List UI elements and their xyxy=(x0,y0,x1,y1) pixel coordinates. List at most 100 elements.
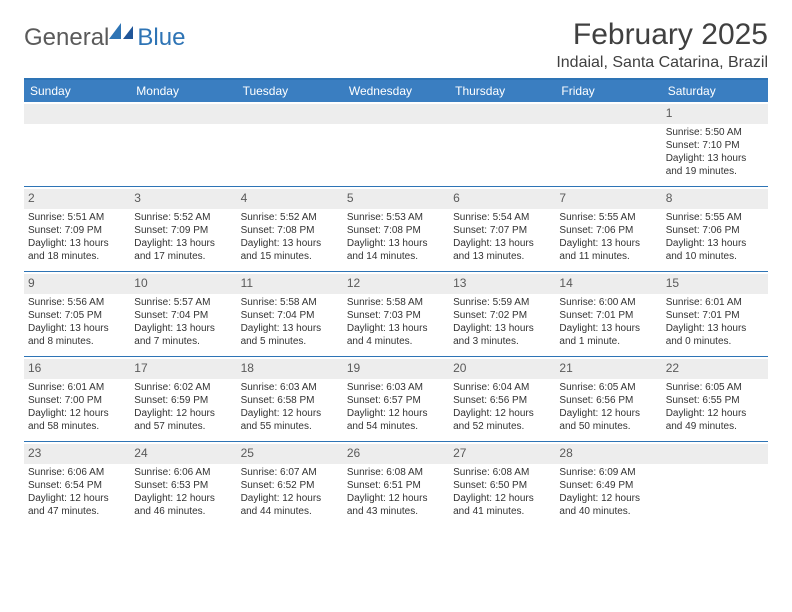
sunrise-text: Sunrise: 6:01 AM xyxy=(666,296,764,309)
sunset-text: Sunset: 6:56 PM xyxy=(453,394,551,407)
sunrise-text: Sunrise: 6:06 AM xyxy=(134,466,232,479)
day-number: 28 xyxy=(559,446,572,460)
sunset-text: Sunset: 6:52 PM xyxy=(241,479,339,492)
day-number: 21 xyxy=(559,361,572,375)
daynum-row: 19 xyxy=(343,359,449,379)
day-number: 13 xyxy=(453,276,466,290)
week-row: 9Sunrise: 5:56 AMSunset: 7:05 PMDaylight… xyxy=(24,272,768,357)
weekday-header: Thursday xyxy=(449,80,555,102)
daynum-row: 20 xyxy=(449,359,555,379)
day-cell: 27Sunrise: 6:08 AMSunset: 6:50 PMDayligh… xyxy=(449,442,555,526)
sunset-text: Sunset: 6:55 PM xyxy=(666,394,764,407)
sunrise-text: Sunrise: 5:58 AM xyxy=(241,296,339,309)
day-number: 2 xyxy=(28,191,35,205)
day1-text: Daylight: 12 hours xyxy=(347,492,445,505)
day-cell xyxy=(555,102,661,186)
sunrise-text: Sunrise: 5:50 AM xyxy=(666,126,764,139)
day-cell: 21Sunrise: 6:05 AMSunset: 6:56 PMDayligh… xyxy=(555,357,661,441)
sunset-text: Sunset: 7:05 PM xyxy=(28,309,126,322)
daynum-row: 8 xyxy=(662,189,768,209)
day-cell xyxy=(237,102,343,186)
sunset-text: Sunset: 6:49 PM xyxy=(559,479,657,492)
day-number xyxy=(559,106,562,120)
sunrise-text: Sunrise: 5:52 AM xyxy=(241,211,339,224)
sunrise-text: Sunrise: 5:53 AM xyxy=(347,211,445,224)
sunset-text: Sunset: 7:08 PM xyxy=(347,224,445,237)
sunset-text: Sunset: 7:10 PM xyxy=(666,139,764,152)
daynum-row xyxy=(130,104,236,124)
day-cell: 6Sunrise: 5:54 AMSunset: 7:07 PMDaylight… xyxy=(449,187,555,271)
calendar-page: General Blue February 2025 Indaial, Sant… xyxy=(0,0,792,544)
day-number: 9 xyxy=(28,276,35,290)
sunrise-text: Sunrise: 6:09 AM xyxy=(559,466,657,479)
day-cell xyxy=(662,442,768,526)
sunset-text: Sunset: 6:57 PM xyxy=(347,394,445,407)
day1-text: Daylight: 13 hours xyxy=(666,152,764,165)
day-cell: 20Sunrise: 6:04 AMSunset: 6:56 PMDayligh… xyxy=(449,357,555,441)
sunset-text: Sunset: 7:03 PM xyxy=(347,309,445,322)
sunrise-text: Sunrise: 6:04 AM xyxy=(453,381,551,394)
day-cell: 25Sunrise: 6:07 AMSunset: 6:52 PMDayligh… xyxy=(237,442,343,526)
sunrise-text: Sunrise: 6:00 AM xyxy=(559,296,657,309)
day1-text: Daylight: 13 hours xyxy=(347,237,445,250)
sunrise-text: Sunrise: 6:05 AM xyxy=(666,381,764,394)
day2-text: and 58 minutes. xyxy=(28,420,126,433)
day1-text: Daylight: 13 hours xyxy=(28,322,126,335)
day-number xyxy=(134,106,137,120)
day2-text: and 14 minutes. xyxy=(347,250,445,263)
sunrise-text: Sunrise: 6:05 AM xyxy=(559,381,657,394)
daynum-row: 2 xyxy=(24,189,130,209)
day-cell: 12Sunrise: 5:58 AMSunset: 7:03 PMDayligh… xyxy=(343,272,449,356)
day-number: 11 xyxy=(241,276,253,290)
day-cell: 8Sunrise: 5:55 AMSunset: 7:06 PMDaylight… xyxy=(662,187,768,271)
day2-text: and 15 minutes. xyxy=(241,250,339,263)
daynum-row: 7 xyxy=(555,189,661,209)
day1-text: Daylight: 13 hours xyxy=(241,322,339,335)
day2-text: and 17 minutes. xyxy=(134,250,232,263)
daynum-row: 25 xyxy=(237,444,343,464)
day-number xyxy=(241,106,244,120)
day-cell: 18Sunrise: 6:03 AMSunset: 6:58 PMDayligh… xyxy=(237,357,343,441)
day2-text: and 0 minutes. xyxy=(666,335,764,348)
day-number: 27 xyxy=(453,446,466,460)
weekday-header: Sunday xyxy=(24,80,130,102)
week-row: 1 Sunrise: 5:50 AMSunset: 7:10 PMDaylight… xyxy=(24,102,768,187)
day1-text: Daylight: 12 hours xyxy=(453,492,551,505)
day1-text: Daylight: 13 hours xyxy=(347,322,445,335)
daynum-row xyxy=(237,104,343,124)
day1-text: Daylight: 12 hours xyxy=(134,492,232,505)
day-cell: 14Sunrise: 6:00 AMSunset: 7:01 PMDayligh… xyxy=(555,272,661,356)
day-cell: 13Sunrise: 5:59 AMSunset: 7:02 PMDayligh… xyxy=(449,272,555,356)
day-number: 22 xyxy=(666,361,679,375)
day-number: 5 xyxy=(347,191,354,205)
weeks-container: 1Sunrise: 5:50 AMSunset: 7:10 PMDaylight… xyxy=(24,102,768,526)
day-cell: 9Sunrise: 5:56 AMSunset: 7:05 PMDaylight… xyxy=(24,272,130,356)
day-number: 10 xyxy=(134,276,147,290)
sunrise-text: Sunrise: 6:03 AM xyxy=(241,381,339,394)
day-number: 26 xyxy=(347,446,360,460)
brand-logo: General Blue xyxy=(24,18,185,52)
daynum-row: 11 xyxy=(237,274,343,294)
day-cell: 10Sunrise: 5:57 AMSunset: 7:04 PMDayligh… xyxy=(130,272,236,356)
daynum-row: 26 xyxy=(343,444,449,464)
daynum-row: 16 xyxy=(24,359,130,379)
day1-text: Daylight: 12 hours xyxy=(559,492,657,505)
day-cell: 23Sunrise: 6:06 AMSunset: 6:54 PMDayligh… xyxy=(24,442,130,526)
brand-part1: General xyxy=(24,24,109,52)
brand-part2: Blue xyxy=(137,24,185,52)
week-row: 16Sunrise: 6:01 AMSunset: 7:00 PMDayligh… xyxy=(24,357,768,442)
weekday-header: Monday xyxy=(130,80,236,102)
day-number: 3 xyxy=(134,191,141,205)
day2-text: and 10 minutes. xyxy=(666,250,764,263)
daynum-row: 22 xyxy=(662,359,768,379)
week-row: 23Sunrise: 6:06 AMSunset: 6:54 PMDayligh… xyxy=(24,442,768,526)
sunrise-text: Sunrise: 6:03 AM xyxy=(347,381,445,394)
daynum-row: 23 xyxy=(24,444,130,464)
month-title: February 2025 xyxy=(556,18,768,52)
day2-text: and 11 minutes. xyxy=(559,250,657,263)
daynum-row xyxy=(662,444,768,464)
day1-text: Daylight: 13 hours xyxy=(666,322,764,335)
day-number: 12 xyxy=(347,276,360,290)
day-number: 1 xyxy=(666,106,673,120)
day-number: 18 xyxy=(241,361,254,375)
